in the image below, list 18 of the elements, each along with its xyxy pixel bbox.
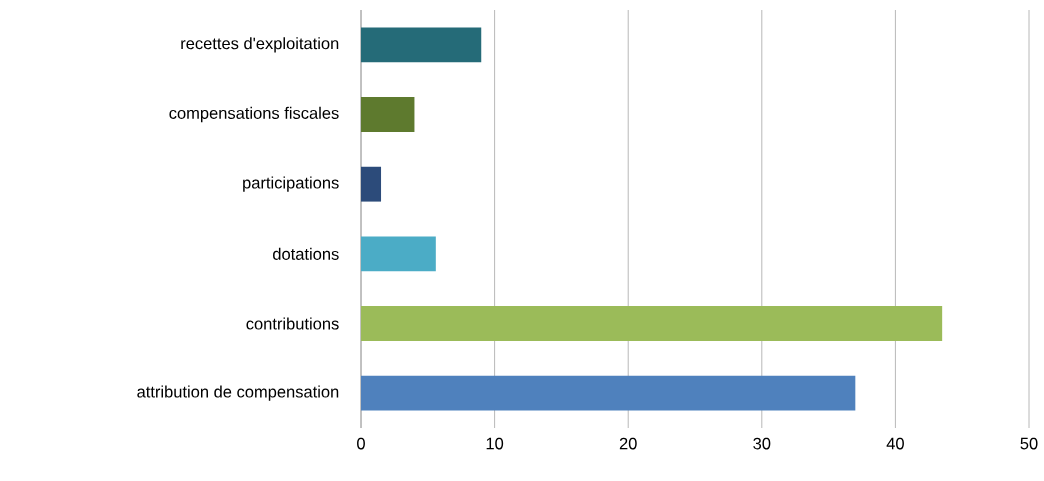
bar [361, 166, 382, 202]
x-tick-label: 30 [753, 437, 771, 450]
bar [361, 27, 482, 63]
x-tick-label: 10 [486, 437, 504, 450]
bar [361, 375, 856, 411]
y-tick-label: compensations fiscales [169, 106, 339, 123]
x-tick-label: 50 [1020, 437, 1038, 450]
y-tick-label: contributions [246, 317, 339, 330]
x-tick-label: 40 [886, 437, 904, 450]
y-tick-label: participations [243, 176, 339, 192]
y-tick-label: dotations [273, 247, 339, 260]
bar [361, 236, 436, 272]
bar [361, 97, 415, 132]
y-tick-label: recettes d'exploitation [181, 37, 339, 53]
x-tick-label: 0 [357, 437, 365, 450]
bar [361, 306, 943, 341]
x-tick-label: 20 [619, 437, 637, 450]
y-tick-label: attribution de compensation [137, 385, 339, 401]
